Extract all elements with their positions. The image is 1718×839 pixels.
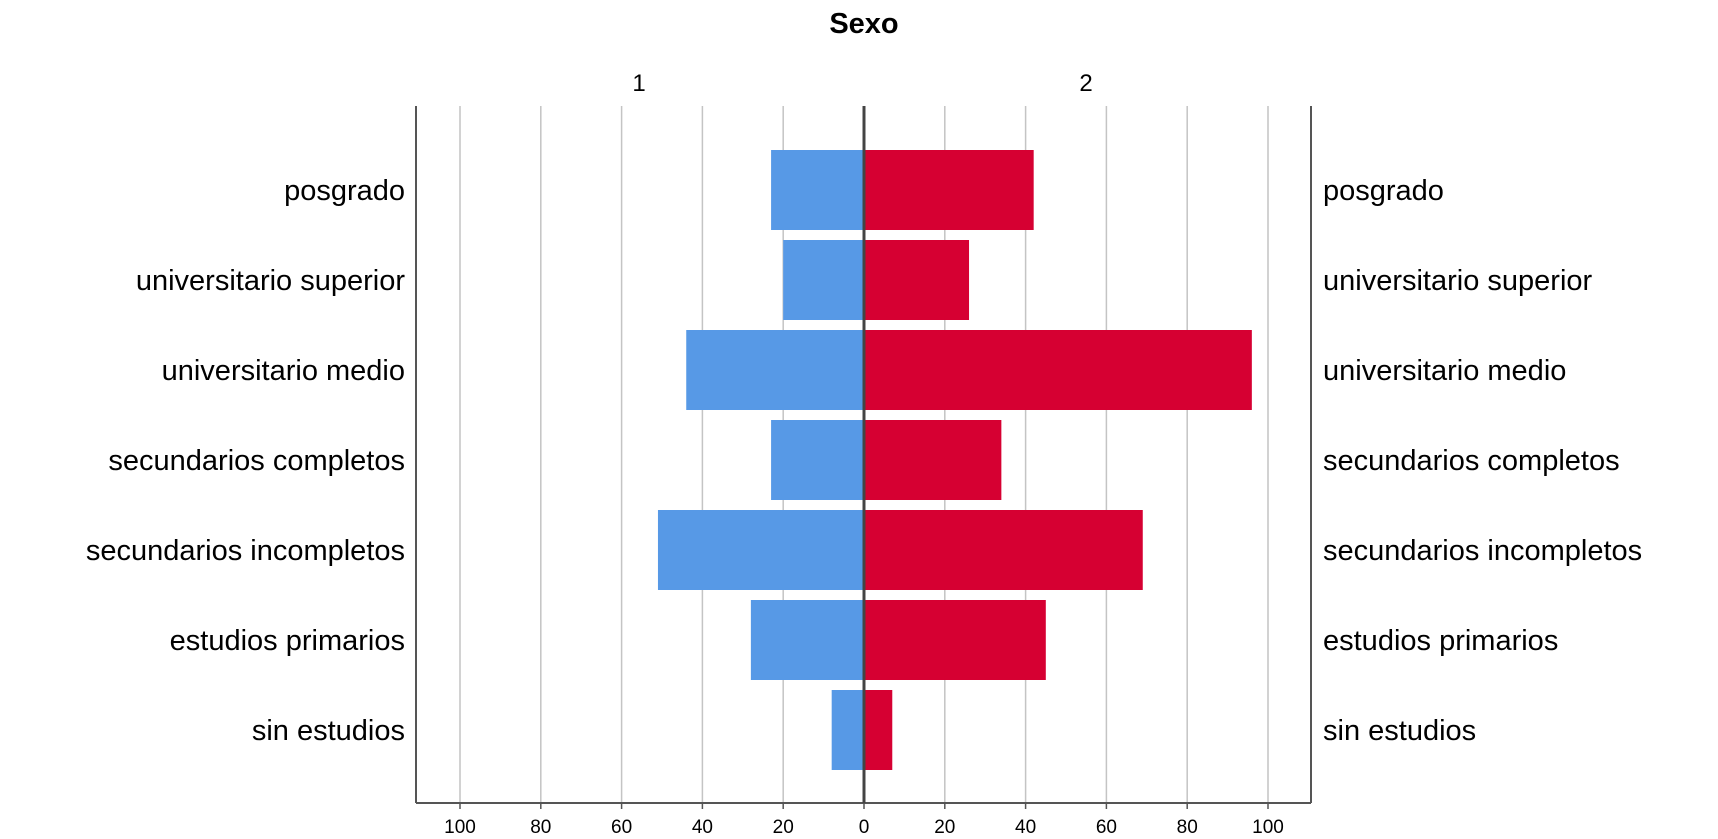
tick-label: 100: [444, 817, 476, 838]
bar-right-estudios-primarios: [864, 600, 1046, 680]
panel-label-right: 2: [1079, 70, 1092, 97]
tick-label: 40: [1015, 817, 1036, 838]
category-label-right: universitario superior: [1323, 265, 1593, 297]
tick-label: 80: [1177, 817, 1198, 838]
category-label-left: estudios primarios: [170, 625, 405, 657]
bar-left-posgrado: [771, 150, 864, 230]
chart-title: Sexo: [829, 8, 898, 40]
category-label-right: estudios primarios: [1323, 625, 1558, 657]
category-label-left: secundarios completos: [108, 445, 405, 477]
category-label-left: universitario superior: [136, 265, 406, 297]
tick-label: 0: [859, 817, 870, 838]
tick-label: 60: [611, 817, 632, 838]
tick-labels: 0 20 20 40 40 60 60 80 80 100 100: [444, 817, 1284, 838]
category-label-right: secundarios completos: [1323, 445, 1620, 477]
category-label-left: secundarios incompletos: [86, 535, 405, 567]
category-label-right: sin estudios: [1323, 715, 1476, 747]
axes: [415, 106, 1312, 809]
bar-left-estudios-primarios: [750, 600, 864, 680]
bar-left-secundarios-incompletos: [657, 510, 864, 590]
tick-label: 80: [530, 817, 551, 838]
category-label-right: posgrado: [1323, 175, 1444, 207]
bar-right-posgrado: [864, 150, 1034, 230]
bar-left-universitario-superior: [783, 240, 864, 320]
bars: [657, 150, 1252, 770]
bar-right-universitario-medio: [864, 330, 1252, 410]
category-label-left: sin estudios: [252, 715, 405, 747]
bar-right-secundarios-completos: [864, 420, 1002, 500]
bar-left-sin-estudios: [831, 690, 864, 770]
bar-right-sin-estudios: [864, 690, 893, 770]
tick-label: 20: [773, 817, 794, 838]
category-label-left: posgrado: [284, 175, 405, 207]
category-label-right: secundarios incompletos: [1323, 535, 1642, 567]
tick-label: 40: [692, 817, 713, 838]
category-labels: posgrado posgrado universitario superior un…: [86, 175, 1642, 747]
category-label-right: universitario medio: [1323, 355, 1566, 387]
tick-label: 100: [1252, 817, 1284, 838]
bar-right-universitario-superior: [864, 240, 970, 320]
bar-left-secundarios-completos: [771, 420, 864, 500]
bar-right-secundarios-incompletos: [864, 510, 1143, 590]
tick-label: 20: [934, 817, 955, 838]
category-label-left: universitario medio: [162, 355, 405, 387]
tick-label: 60: [1096, 817, 1117, 838]
panel-label-left: 1: [632, 70, 645, 97]
bar-left-universitario-medio: [686, 330, 864, 410]
